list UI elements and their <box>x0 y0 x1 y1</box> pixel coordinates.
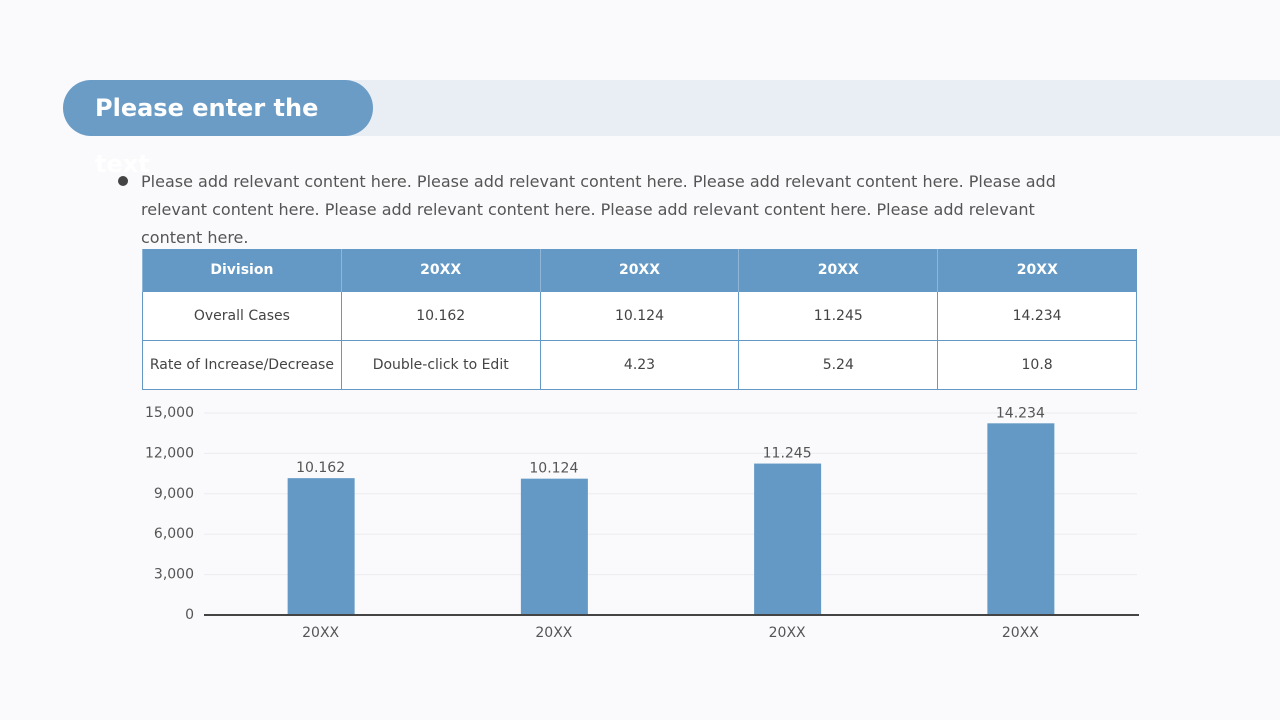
title: Please enter the text <box>63 80 373 178</box>
x-tick-label: 20XX <box>302 625 339 641</box>
table-cell: Double-click to Edit <box>340 340 541 390</box>
title-band <box>330 80 1280 136</box>
table-row: Overall Cases 10.162 10.124 11.245 14.234 <box>142 291 1137 341</box>
table-cell: 10.124 <box>539 291 740 341</box>
y-tick-label: 3,000 <box>154 567 194 583</box>
table-header: Division 20XX 20XX 20XX 20XX <box>142 249 1137 292</box>
value-label: 10.162 <box>296 460 345 476</box>
y-tick-label: 15,000 <box>145 405 194 421</box>
header-cell: 20XX <box>738 249 938 292</box>
value-label: 11.245 <box>763 446 812 462</box>
table-cell: Rate of Increase/Decrease <box>142 340 342 390</box>
table-cell: 4.23 <box>539 340 740 390</box>
table-cell: 5.24 <box>738 340 939 390</box>
bullet-text: Please add relevant content here. Please… <box>141 172 1056 247</box>
bar <box>754 463 822 615</box>
table-cell: 11.245 <box>738 291 939 341</box>
table-cell: 14.234 <box>937 291 1137 341</box>
table-row: Rate of Increase/Decrease Double-click to… <box>142 340 1137 390</box>
header-cell: 20XX <box>340 249 541 292</box>
x-tick-label: 20XX <box>769 625 806 641</box>
header-cell: 20XX <box>937 249 1137 292</box>
header-cell: Division <box>142 249 342 292</box>
bullet-dot <box>118 176 128 186</box>
x-tick-label: 20XX <box>535 625 572 641</box>
table-cell: 10.8 <box>937 340 1137 390</box>
bar <box>520 478 588 615</box>
y-tick-label: 0 <box>185 607 194 623</box>
header-cell: 20XX <box>539 249 739 292</box>
table-cell: Overall Cases <box>142 291 342 341</box>
value-label: 10.124 <box>529 461 578 477</box>
x-tick-label: 20XX <box>1002 625 1039 641</box>
bar <box>987 423 1055 615</box>
y-tick-label: 9,000 <box>154 486 194 502</box>
bar <box>287 478 355 615</box>
value-label: 14.234 <box>996 405 1045 421</box>
y-tick-label: 12,000 <box>145 445 194 461</box>
data-table: Division 20XX 20XX 20XX 20XX Overall Cases 10.… <box>142 249 1137 390</box>
y-tick-label: 6,000 <box>154 526 194 542</box>
